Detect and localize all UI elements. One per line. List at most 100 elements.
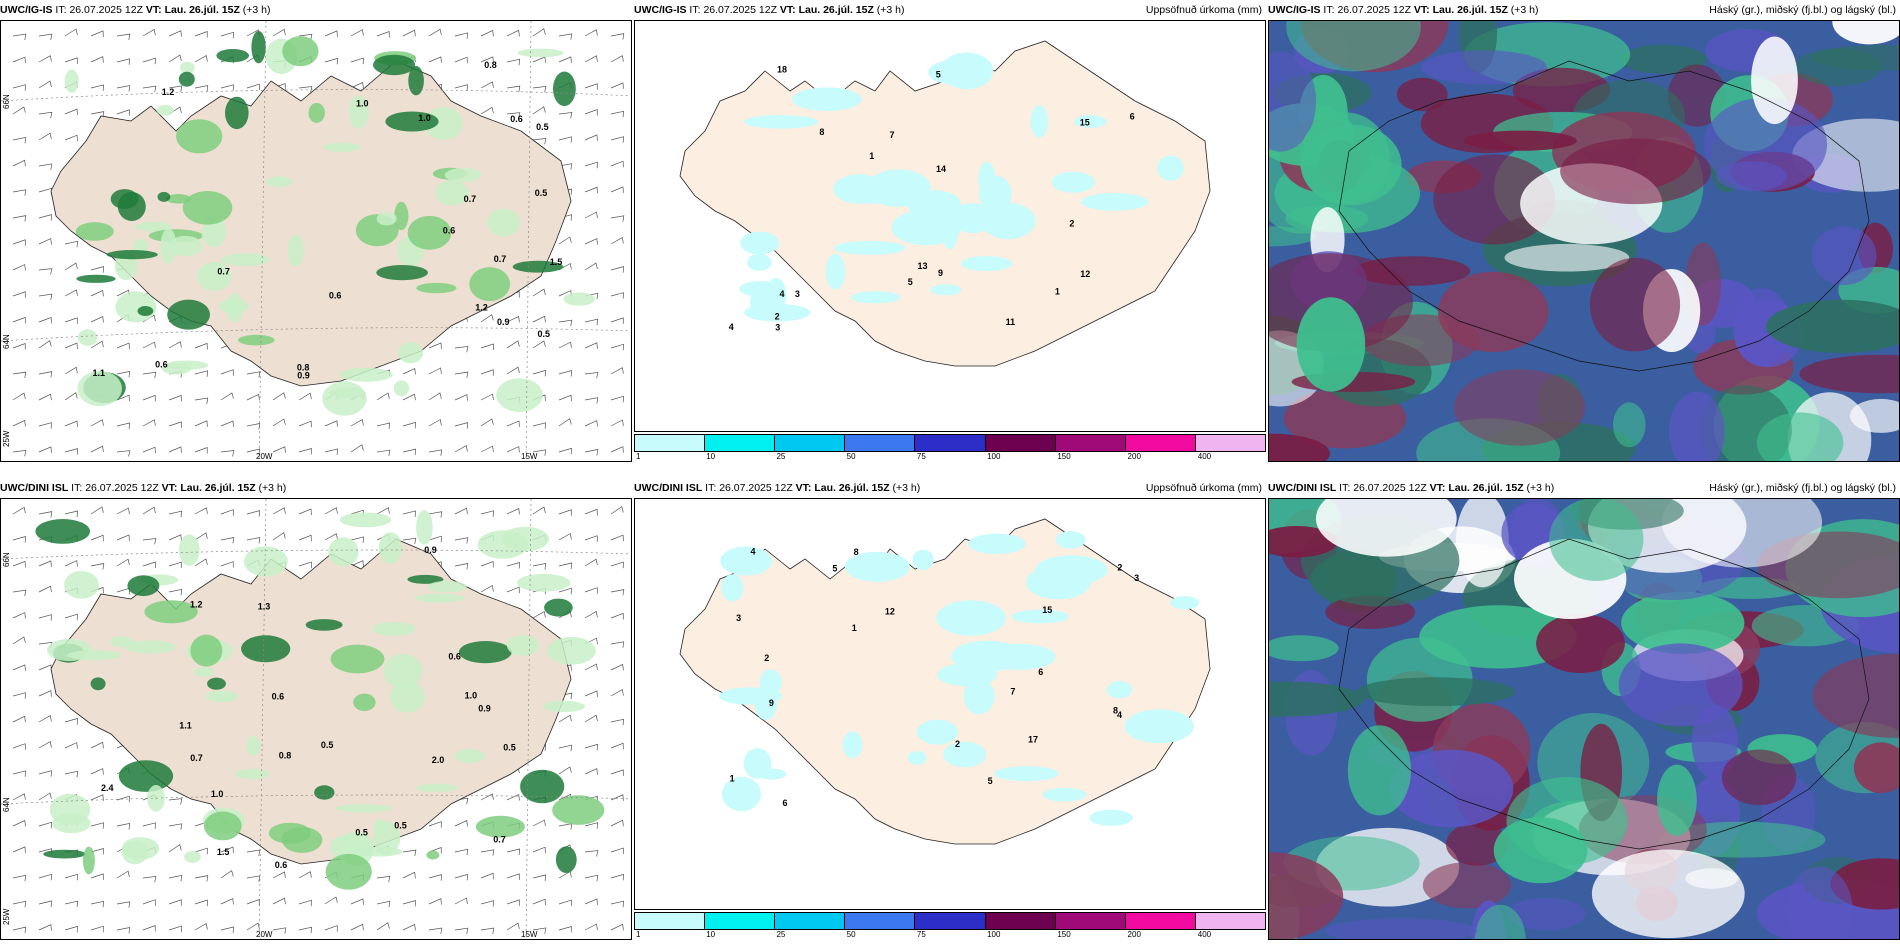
wind-barb [12, 926, 27, 934]
precip-area [182, 191, 233, 225]
colorbar-swatch [1125, 435, 1196, 451]
wind-barb [324, 30, 338, 37]
panel-accumulated-precip-row2: UWC/DINI ISL IT: 26.07.2025 12Z VT: Lau.… [634, 478, 1266, 940]
wind-barb [116, 795, 130, 803]
precip-area [287, 234, 304, 267]
wind-barb [38, 371, 53, 378]
wind-barb [558, 236, 572, 245]
wind-barb [246, 899, 260, 906]
wind-barb [428, 898, 442, 905]
wind-barb [12, 692, 26, 699]
colorbar-tick: 150 [1057, 452, 1071, 461]
colorbar-ticks: 1 10 25 50 75 100 150 200 400 [634, 930, 1266, 940]
panel-header: UWC/DINI ISL IT: 26.07.2025 12Z VT: Lau.… [1268, 478, 1900, 498]
wind-barb [324, 448, 338, 455]
wind-precip-map[interactable]: 0.5 0.7 0.6 0.9 1.2 1.0 0.8 0.5 0.7 1.1 0.6 1.0 0.6 0… [0, 20, 632, 462]
colorbar-swatch [1125, 913, 1196, 929]
colorbar-swatch [845, 435, 916, 451]
wind-barb [584, 449, 599, 456]
precip-map[interactable]: 3 4 2 1 5 6 7 9 12 11 14 18 13 15 8 3 2 5 4 1 [634, 20, 1266, 432]
cloud-area [1506, 777, 1628, 865]
precip-area [378, 532, 402, 564]
precip-map[interactable]: 2 3 1 4 5 8 6 12 15 7 17 2 3 4 6 8 1 2 9 5 [634, 498, 1266, 910]
cloud-area [1389, 749, 1514, 828]
wind-barb [558, 447, 572, 455]
wind-barb [610, 110, 625, 118]
cloud-area [1732, 288, 1792, 367]
wind-barb [376, 449, 391, 457]
cloud-layers [1269, 21, 1899, 461]
wind-barb [350, 444, 364, 453]
wind-barb [610, 343, 624, 351]
precip-area [115, 291, 157, 323]
cloud-area [1810, 45, 1899, 71]
wind-barb [584, 558, 598, 567]
wind-barb [480, 314, 494, 323]
precip-area [268, 822, 312, 844]
precip-value-label: 4 [729, 322, 734, 332]
wind-barb [64, 560, 78, 567]
wind-barb [610, 292, 624, 299]
wind-barb [194, 558, 208, 567]
lat-label-top: 66N [2, 552, 11, 567]
precip-value-label: 2.4 [101, 783, 114, 793]
precip-blobs [739, 52, 1184, 322]
wind-barb [194, 85, 209, 92]
precip-area [487, 208, 520, 237]
wind-barb [168, 874, 183, 882]
wind-barb [168, 588, 183, 596]
cloud-area [1691, 705, 1738, 780]
precip-area [194, 667, 214, 677]
wind-barb [558, 56, 572, 63]
precip-value-label: 1 [1055, 287, 1060, 297]
wind-barb [272, 927, 287, 934]
precip-value-label: 3 [795, 289, 800, 299]
wind-barb [90, 111, 105, 118]
wind-barb [558, 418, 572, 427]
wind-barb [64, 342, 78, 350]
cloud-map[interactable] [1268, 498, 1900, 940]
wind-barb [90, 340, 104, 349]
precip-area [75, 222, 114, 241]
precip-blobs [35, 510, 605, 890]
precip-area [282, 36, 319, 67]
cloud-area [1269, 226, 1317, 247]
precip-area [314, 785, 335, 800]
wind-barb [12, 536, 26, 543]
precip-area [157, 191, 171, 202]
precip-area [544, 598, 573, 617]
wind-barb [402, 29, 416, 37]
cloud-map[interactable] [1268, 20, 1900, 462]
wind-barb [428, 847, 442, 854]
cloud-area [1661, 499, 1823, 568]
precip-area [323, 142, 361, 152]
wind-barb [350, 898, 364, 905]
precip-area [238, 334, 275, 346]
wind-barb [90, 30, 104, 37]
wind-barb [168, 823, 183, 830]
wind-barb [532, 846, 546, 854]
wind-barb [12, 793, 26, 801]
precip-value-label: 3 [736, 613, 741, 623]
cloud-area [1315, 499, 1457, 557]
model-name: UWC/DINI ISL [1268, 482, 1337, 494]
precip-value-label: 2.0 [432, 755, 445, 765]
precip-area [552, 795, 605, 825]
wind-precip-map[interactable]: 0.7 0.5 1.0 1.1 0.6 1.2 0.8 0.5 1.5 0.9 2.0 0.6 1.0 0… [0, 498, 632, 940]
vt-value: Lau. 26.júl. 15Z [1432, 4, 1508, 16]
wind-barb [64, 770, 79, 778]
wind-barb [298, 508, 312, 516]
precip-value-label: 0.6 [443, 225, 456, 235]
wind-barb [376, 900, 391, 908]
cloud-area [1420, 50, 1547, 85]
wind-barb [12, 84, 26, 91]
wind-barb [220, 420, 234, 428]
precip-area [951, 640, 1023, 672]
vt-label: VT: [779, 4, 796, 16]
precip-area [842, 731, 863, 759]
wind-barb [64, 873, 78, 881]
precip-area [251, 31, 266, 64]
wind-barb [610, 136, 624, 143]
wind-barb [506, 848, 521, 856]
precip-area [941, 209, 959, 250]
